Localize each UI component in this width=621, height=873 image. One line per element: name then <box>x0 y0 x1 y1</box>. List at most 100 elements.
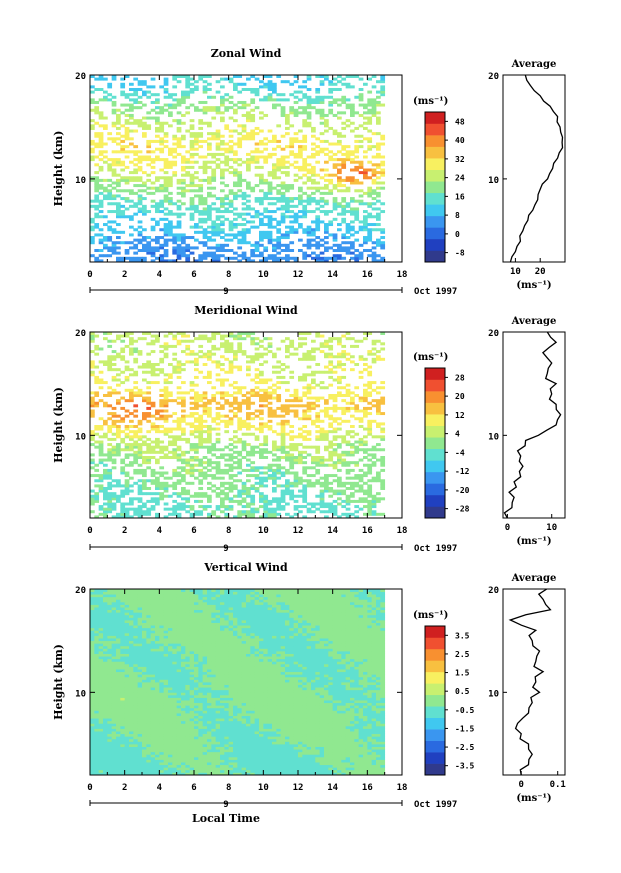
heatmap-cell <box>185 160 191 164</box>
heatmap-cell <box>263 194 269 198</box>
heatmap-cell <box>254 147 260 151</box>
heatmap-cell <box>228 487 234 490</box>
heatmap-cell <box>345 487 351 490</box>
heatmap-cell <box>298 129 303 133</box>
heatmap-cell <box>302 337 308 341</box>
heatmap-cell <box>103 337 108 341</box>
heatmap-cell <box>159 124 165 128</box>
heatmap-cell <box>111 772 117 776</box>
heatmap-cell <box>224 512 230 516</box>
heatmap-cell <box>90 350 95 354</box>
heatmap-cell <box>302 435 308 439</box>
heatmap-cell <box>341 165 347 169</box>
heatmap-cell <box>328 414 334 418</box>
heatmap-cell <box>176 139 182 143</box>
heatmap-cell <box>376 422 381 426</box>
heatmap-cell <box>371 463 377 467</box>
heatmap-cell <box>129 189 134 193</box>
heatmap-cell <box>237 259 243 263</box>
heatmap-field <box>90 589 386 776</box>
heatmap-cell <box>228 466 234 470</box>
heatmap-cell <box>159 256 165 260</box>
heatmap-cell <box>163 249 169 253</box>
heatmap-cell <box>285 468 290 472</box>
heatmap-cell <box>254 435 260 439</box>
heatmap-cell <box>371 259 377 263</box>
heatmap-cell <box>272 98 277 102</box>
heatmap-cell <box>172 106 178 110</box>
heatmap-cell <box>107 228 113 232</box>
heatmap-cell <box>220 95 225 99</box>
heatmap-cell <box>168 93 173 97</box>
heatmap-cell <box>90 731 95 735</box>
heatmap-cell <box>172 225 178 229</box>
heatmap-cell <box>103 676 108 680</box>
heatmap-cell <box>129 497 134 501</box>
heatmap-cell <box>345 251 351 255</box>
heatmap-cell <box>159 401 165 405</box>
heatmap-cell <box>337 75 342 78</box>
heatmap-cell <box>267 468 273 472</box>
heatmap-cell <box>90 124 95 128</box>
heatmap-cell <box>358 357 364 361</box>
heatmap-cell <box>263 437 269 441</box>
heatmap-cell <box>350 256 355 260</box>
heatmap-cell <box>124 375 130 379</box>
heatmap-cell <box>90 332 95 335</box>
heatmap-cell <box>185 450 191 454</box>
heatmap-cell <box>116 121 121 125</box>
heatmap-cell <box>133 445 139 449</box>
heatmap-cell <box>103 604 108 608</box>
heatmap-cell <box>350 406 355 410</box>
heatmap-cell <box>220 111 225 115</box>
heatmap-cell <box>280 499 286 503</box>
heatmap-cell <box>155 412 160 416</box>
heatmap-cell <box>298 145 303 149</box>
heatmap-cell <box>211 510 217 514</box>
heatmap-cell <box>90 720 95 724</box>
heatmap-cell <box>332 399 338 403</box>
heatmap-cell <box>259 344 264 348</box>
heatmap-cell <box>107 404 113 408</box>
heatmap-cell <box>259 492 264 496</box>
heatmap-cell <box>198 199 204 203</box>
heatmap-cell <box>103 422 108 426</box>
heatmap-cell <box>168 152 173 156</box>
heatmap-cell <box>332 404 338 408</box>
heatmap-cell <box>98 152 104 156</box>
heatmap-cell <box>298 489 303 493</box>
heatmap-cell <box>215 142 221 146</box>
heatmap-cell <box>124 463 130 467</box>
heatmap-cell <box>207 427 212 431</box>
heatmap-cell <box>207 497 212 501</box>
heatmap-cell <box>341 199 347 203</box>
heatmap-cell <box>371 404 377 408</box>
heatmap-cell <box>332 466 338 470</box>
heatmap-cell <box>90 604 95 608</box>
heatmap-cell <box>124 344 130 348</box>
heatmap-cell <box>332 448 338 452</box>
heatmap-cell <box>103 658 108 662</box>
heatmap-cell <box>237 342 243 346</box>
heatmap-cell <box>259 515 264 519</box>
heatmap-cell <box>94 223 100 227</box>
heatmap-cell <box>350 220 355 224</box>
heatmap-cell <box>254 243 260 247</box>
heatmap-cell <box>168 450 173 454</box>
heatmap-cell <box>207 246 212 250</box>
heatmap-cell <box>302 163 308 167</box>
heatmap-cell <box>207 435 212 439</box>
heatmap-cell <box>228 249 234 253</box>
heatmap-cell <box>237 241 243 245</box>
heatmap-cell <box>367 425 373 428</box>
heatmap-cell <box>319 510 325 514</box>
heatmap-cell <box>337 256 342 260</box>
colorbar-tick-label: 20 <box>455 392 465 401</box>
heatmap-cell <box>233 168 238 172</box>
heatmap-cell <box>298 249 303 253</box>
heatmap-cell <box>116 352 121 356</box>
heatmap-cell <box>363 215 368 219</box>
heatmap-cell <box>111 507 117 511</box>
heatmap-cell <box>94 640 100 644</box>
heatmap-cell <box>94 499 100 503</box>
